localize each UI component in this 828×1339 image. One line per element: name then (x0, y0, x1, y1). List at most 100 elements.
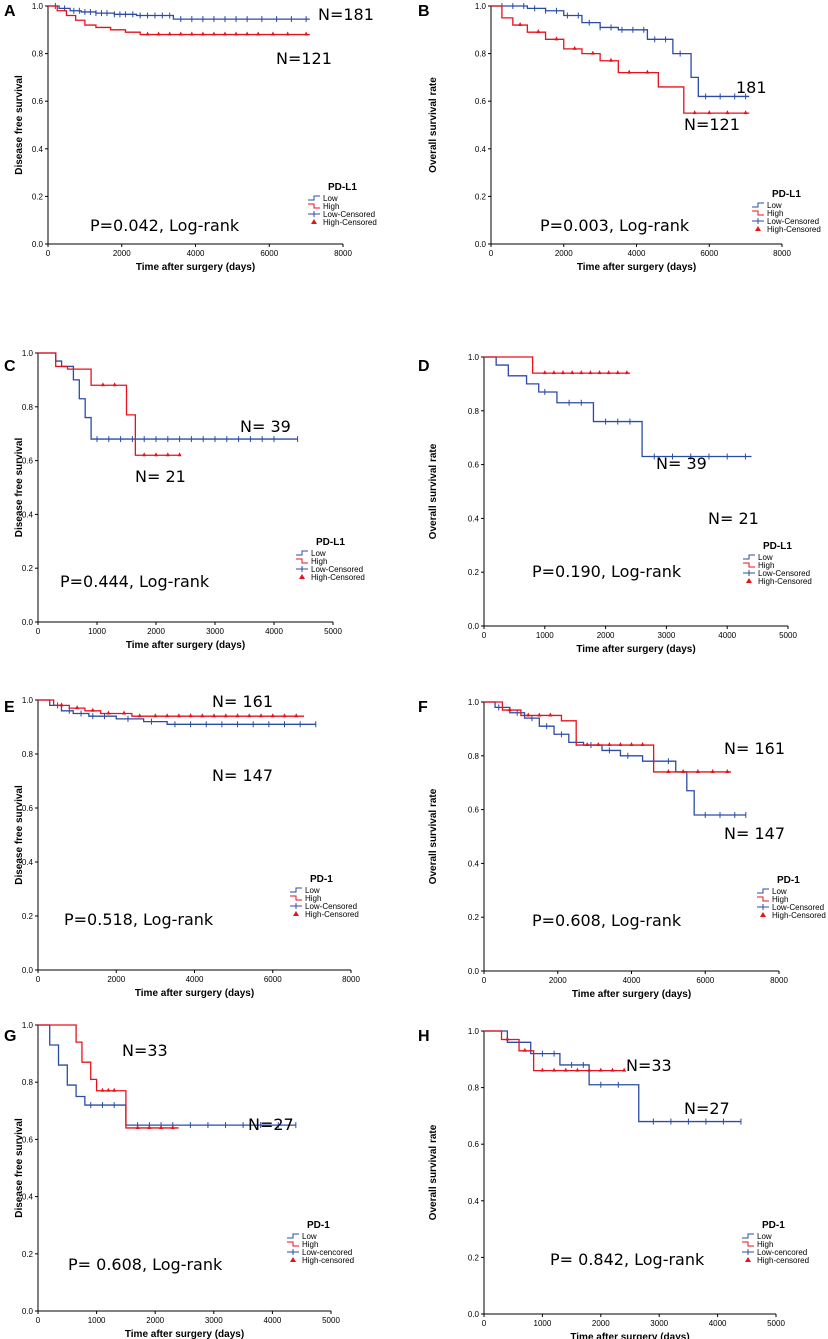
x-tick-label: 5000 (779, 631, 797, 640)
censor-mark-high (170, 1124, 175, 1129)
x-tick-label: 2000 (597, 631, 615, 640)
censor-mark-high (640, 742, 645, 747)
y-tick-label: 0.8 (468, 1084, 480, 1093)
censor-mark-high (542, 370, 547, 375)
legend-swatch-high (308, 203, 320, 209)
n-label-high: N=33 (122, 1041, 168, 1060)
y-tick-label: 0.6 (468, 806, 480, 815)
censor-mark-high (692, 110, 697, 115)
censor-mark-high (624, 370, 629, 375)
y-tick-label: 0.8 (32, 50, 44, 59)
x-tick-label: 0 (36, 975, 41, 984)
legend-entry-label: High-Censored (311, 573, 365, 582)
legend-title: PD-1 (762, 1220, 785, 1231)
legend-swatch-high (287, 1241, 299, 1247)
censor-mark-high (666, 768, 671, 773)
x-tick-label: 0 (46, 249, 51, 258)
censor-mark-high (590, 50, 595, 55)
censor-mark-high (598, 1067, 603, 1072)
censor-mark-high (178, 31, 183, 36)
censor-mark-high (570, 370, 575, 375)
censor-mark-high (536, 29, 541, 34)
censor-mark-high (188, 713, 193, 718)
x-tick-label: 4000 (186, 975, 204, 984)
legend-swatch-high-censored (311, 219, 317, 224)
km-curve-high (38, 699, 305, 717)
legend-entry-label: High (323, 202, 339, 211)
y-axis-title: Disease free survival (14, 1118, 25, 1218)
n-label-low: N= 39 (240, 417, 291, 436)
censor-mark-high (189, 31, 194, 36)
x-tick-label: 8000 (773, 249, 791, 258)
censor-mark-high (142, 452, 147, 457)
n-label-high: N= 21 (135, 467, 186, 486)
censor-mark-high (588, 370, 593, 375)
x-tick-label: 0 (36, 1316, 41, 1325)
x-tick-label: 4000 (187, 249, 205, 258)
legend-entry-label: High-Censored (772, 911, 826, 920)
censor-mark-high (90, 707, 95, 712)
n-label-high: N=121 (684, 115, 740, 134)
legend-entry-label: Low-Censored (772, 903, 824, 912)
x-tick-label: 0 (482, 1319, 487, 1328)
censor-mark-high (304, 31, 309, 36)
y-tick-label: 0.0 (468, 622, 480, 631)
censor-mark-high (710, 768, 715, 773)
n-label-low: N= 147 (724, 824, 785, 843)
censor-mark-high (270, 31, 275, 36)
legend-entry-label: Low-Censored (311, 565, 363, 574)
x-tick-label: 2000 (146, 1316, 164, 1325)
censor-mark-high (587, 1067, 592, 1072)
y-axis-title: Disease free survival (14, 438, 25, 538)
x-tick-label: 6000 (696, 976, 714, 985)
p-value-text: P=0.518, Log-rank (64, 910, 214, 929)
censor-mark-high (627, 69, 632, 74)
y-tick-label: 0.0 (475, 240, 487, 249)
legend-swatch-low (296, 550, 308, 556)
legend-entry-label: High-censored (757, 1256, 809, 1265)
legend-swatch-low (742, 1233, 754, 1239)
censor-mark-high (585, 742, 590, 747)
panel-letter: E (4, 699, 15, 716)
legend-title: PD-L1 (328, 182, 357, 193)
y-axis-title: Overall survival rate (428, 788, 439, 884)
censor-mark-high (234, 31, 239, 36)
x-tick-label: 2000 (147, 627, 165, 636)
legend-swatch-high-censored (746, 578, 752, 583)
legend-title: PD-1 (307, 1220, 330, 1231)
legend-swatch-high (290, 895, 302, 901)
censor-mark-high (579, 370, 584, 375)
legend-entry-label: Low-Censored (323, 210, 375, 219)
legend-swatch-high (752, 210, 764, 216)
y-tick-label: 0.2 (22, 1250, 34, 1259)
censor-mark-high (505, 1036, 510, 1041)
y-tick-label: 0.0 (468, 1310, 480, 1319)
x-axis-title: Time after surgery (days) (125, 1329, 244, 1339)
censor-mark-high (135, 1124, 140, 1129)
panel-letter: C (4, 358, 16, 375)
y-tick-label: 0.4 (32, 145, 44, 154)
x-tick-label: 4000 (709, 1319, 727, 1328)
legend-swatch-low (757, 888, 769, 894)
censor-mark-high (609, 57, 614, 62)
legend-swatch-low (752, 202, 764, 208)
censor-mark-high (235, 713, 240, 718)
panel-C: C 0.0 0.2 0.4 0.6 0.8 1.0 0 1000 2000 3000 4000 5000… (4, 349, 365, 651)
y-tick-label: 0.4 (475, 145, 487, 154)
legend-entry-label: Low-Censored (767, 217, 819, 226)
legend-entry-label: Low (323, 194, 338, 203)
censor-mark-high (554, 36, 559, 41)
legend-entry-label: High (302, 1240, 318, 1249)
y-axis-title: Overall survival rate (428, 443, 439, 539)
censor-mark-high (106, 710, 111, 715)
y-tick-label: 1.0 (468, 698, 480, 707)
panel-G: G 0.0 0.2 0.4 0.6 0.8 1.0 0 1000 2000 3000 4000 5000… (4, 1021, 354, 1339)
y-tick-label: 0.2 (22, 912, 34, 921)
x-tick-label: 3000 (206, 627, 224, 636)
legend-swatch-high-censored (290, 1257, 296, 1262)
x-tick-label: 1000 (88, 1316, 106, 1325)
km-curve-high (484, 701, 732, 773)
x-tick-label: 1000 (88, 627, 106, 636)
censor-mark-high (645, 69, 650, 74)
